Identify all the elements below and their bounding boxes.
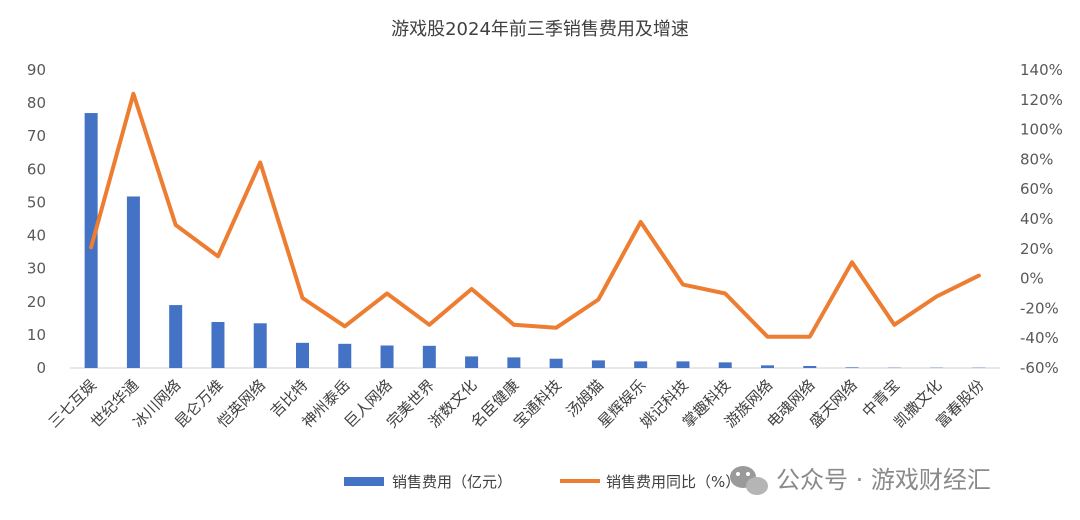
bar xyxy=(211,321,225,368)
right-tick-label: -60% xyxy=(1020,359,1059,377)
bar xyxy=(845,367,859,368)
line-series xyxy=(89,91,981,339)
left-tick-label: 60 xyxy=(27,160,46,178)
bar xyxy=(338,343,352,368)
bar xyxy=(591,360,605,368)
bar xyxy=(253,323,267,368)
legend-line-label: 销售费用同比（%） xyxy=(606,473,740,491)
category-labels: 三七互娱世纪华通冰川网络昆仑万维恺英网络吉比特神州泰岳巨人网络完美世界浙数文化名… xyxy=(45,376,988,431)
legend-bar-swatch xyxy=(344,477,384,486)
legend-bar-label: 销售费用（亿元） xyxy=(392,473,512,491)
chart-title: 游戏股2024年前三季销售费用及增速 xyxy=(391,19,689,40)
right-tick-label: 120% xyxy=(1020,91,1063,109)
right-tick-label: 20% xyxy=(1020,240,1053,258)
right-tick-label: 140% xyxy=(1020,61,1063,79)
bar xyxy=(718,362,732,368)
legend: 销售费用（亿元） 销售费用同比（%） xyxy=(344,473,740,491)
watermark-text: 公众号 · 游戏财经汇 xyxy=(776,466,991,494)
left-tick-label: 10 xyxy=(27,326,46,344)
right-tick-label: -40% xyxy=(1020,329,1059,347)
left-tick-label: 0 xyxy=(36,359,46,377)
bar-series xyxy=(84,113,986,369)
right-tick-label: 80% xyxy=(1020,150,1053,168)
bar xyxy=(634,361,648,368)
bar xyxy=(169,305,183,368)
bar xyxy=(803,366,817,368)
bar xyxy=(507,357,521,368)
watermark: 公众号 · 游戏财经汇 xyxy=(730,466,991,495)
right-tick-label: -20% xyxy=(1020,299,1059,317)
bar xyxy=(422,345,436,368)
bar xyxy=(465,356,479,368)
right-tick-label: 0% xyxy=(1020,270,1044,288)
bar xyxy=(761,365,774,368)
right-tick-label: 60% xyxy=(1020,180,1053,198)
bar xyxy=(549,358,563,368)
left-tick-label: 40 xyxy=(27,227,46,245)
bar xyxy=(296,342,309,368)
left-tick-label: 90 xyxy=(27,61,46,79)
bar xyxy=(126,196,140,368)
right-tick-label: 40% xyxy=(1020,210,1053,228)
bar xyxy=(676,361,690,368)
left-tick-label: 70 xyxy=(27,127,46,145)
left-tick-label: 30 xyxy=(27,260,46,278)
right-axis-ticks: -60% -40% -20% 0% 20% 40% 60% 80% 100% 120% 140% xyxy=(1020,61,1063,377)
left-tick-label: 20 xyxy=(27,293,46,311)
bar xyxy=(380,345,394,368)
left-tick-label: 80 xyxy=(27,94,46,112)
wechat-icon xyxy=(730,466,768,495)
right-tick-label: 100% xyxy=(1020,121,1063,139)
left-axis-ticks: 0 10 20 30 40 50 60 70 80 90 xyxy=(27,61,46,377)
left-tick-label: 50 xyxy=(27,193,46,211)
